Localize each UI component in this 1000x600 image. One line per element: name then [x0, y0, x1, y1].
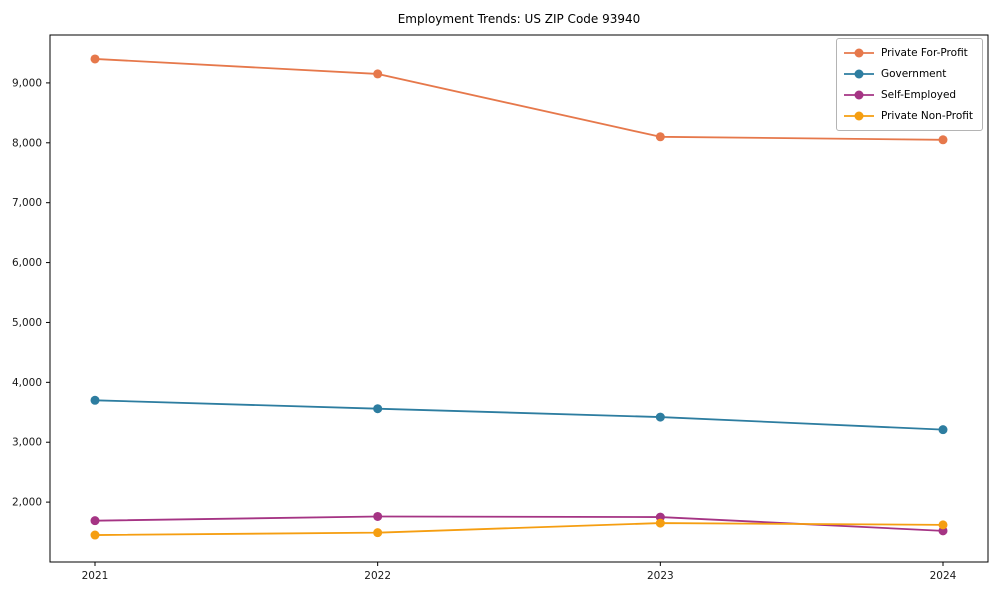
legend-line-marker-icon	[843, 69, 874, 79]
y-axis-tick-label: 9,000	[12, 77, 42, 89]
data-point-private-non-profit-2023	[655, 518, 665, 528]
legend-label: Private Non-Profit	[880, 110, 973, 122]
y-axis-tick-label: 7,000	[12, 197, 42, 209]
y-axis-tick-label: 8,000	[12, 137, 42, 149]
series-line-private-for-profit	[94, 58, 944, 141]
y-axis-tick-label: 6,000	[12, 257, 42, 269]
x-axis-tick-label: 2021	[82, 570, 109, 582]
legend-item-government: Government	[843, 65, 973, 83]
legend-line-marker-icon	[843, 111, 874, 121]
x-axis-tick-label: 2023	[647, 570, 674, 582]
data-point-private-for-profit-2024	[938, 135, 948, 145]
legend-label: Government	[880, 68, 947, 80]
chart-legend: Private For-Profit Government Self-Employe…	[835, 38, 983, 131]
data-point-private-non-profit-2021	[90, 530, 100, 540]
data-point-government-2023	[655, 412, 665, 422]
data-point-self-employed-2021	[90, 516, 100, 526]
legend-item-self-employed: Self-Employed	[843, 86, 973, 104]
legend-item-private-non-profit: Private Non-Profit	[843, 107, 973, 125]
data-point-private-non-profit-2022	[373, 528, 383, 538]
data-point-self-employed-2022	[373, 511, 383, 521]
legend-label: Self-Employed	[880, 89, 957, 101]
data-point-private-non-profit-2024	[938, 520, 948, 530]
legend-item-private-for-profit: Private For-Profit	[843, 44, 973, 62]
data-point-private-for-profit-2023	[655, 132, 665, 142]
y-axis-tick-label: 3,000	[12, 437, 42, 449]
data-point-private-for-profit-2021	[90, 54, 100, 64]
y-axis-tick-label: 5,000	[12, 317, 42, 329]
series-line-private-non-profit	[94, 522, 944, 536]
x-axis-tick-label: 2024	[930, 570, 957, 582]
chart-title: Employment Trends: US ZIP Code 93940	[397, 12, 641, 26]
legend-line-marker-icon	[843, 90, 874, 100]
data-point-government-2024	[938, 425, 948, 435]
legend-label: Private For-Profit	[880, 47, 968, 59]
data-point-private-for-profit-2022	[373, 69, 383, 79]
y-axis-tick-label: 2,000	[12, 497, 42, 509]
data-point-government-2021	[90, 395, 100, 405]
y-axis-tick-label: 4,000	[12, 377, 42, 389]
x-axis-tick-label: 2022	[364, 570, 391, 582]
plot-frame	[49, 34, 989, 563]
series-line-government	[94, 399, 944, 431]
legend-line-marker-icon	[843, 48, 874, 58]
data-point-government-2022	[373, 404, 383, 414]
